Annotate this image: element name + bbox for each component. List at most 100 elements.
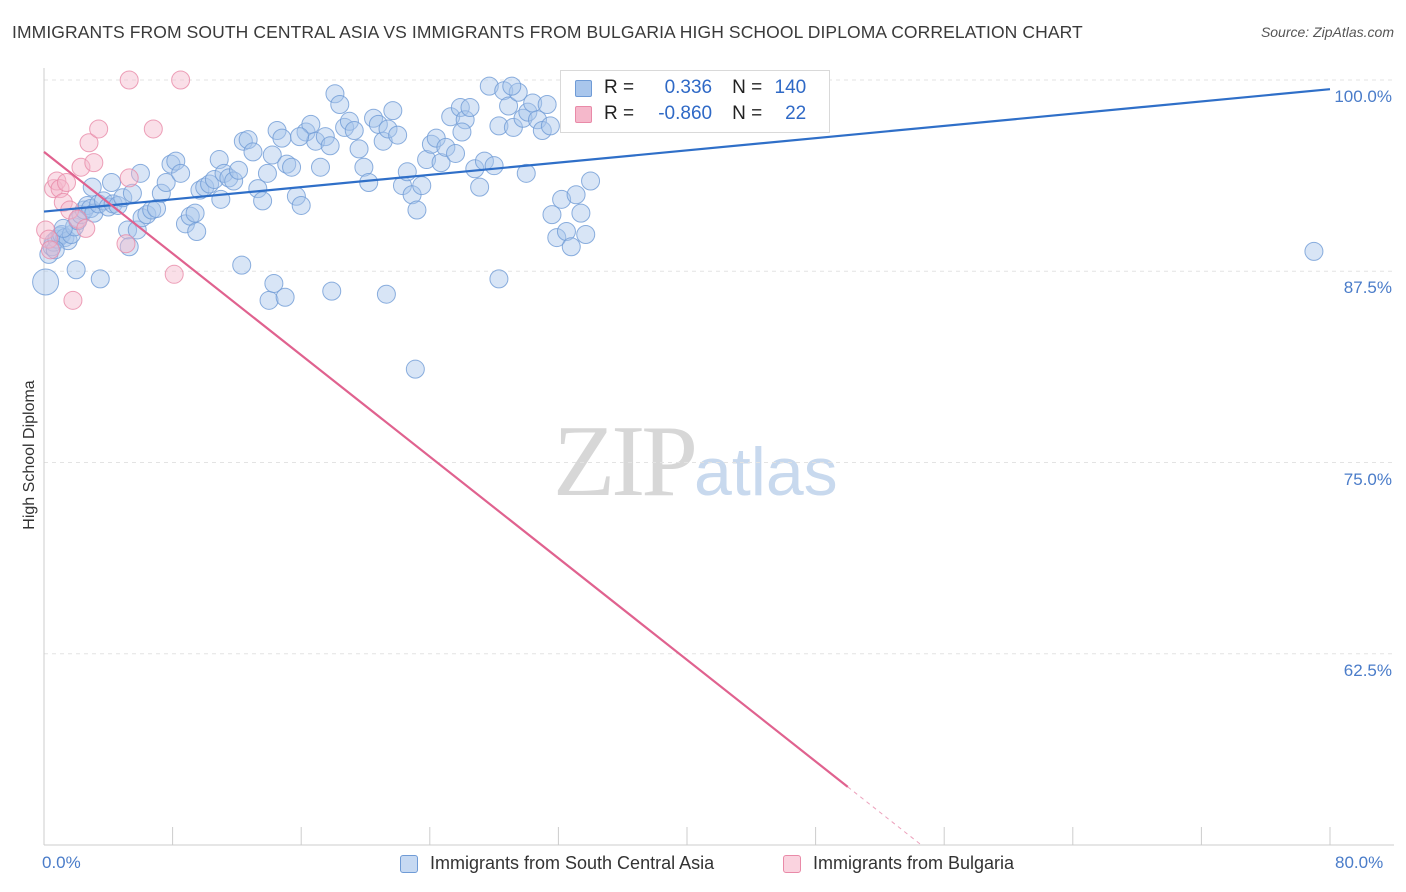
point-south-central-asia-141 xyxy=(540,116,560,136)
y-axis-label: High School Diploma xyxy=(21,380,38,530)
point-south-central-asia-100 xyxy=(489,116,509,136)
point-south-central-asia-139 xyxy=(452,122,472,142)
point-south-central-asia-51 xyxy=(253,191,273,211)
point-bulgaria-12 xyxy=(76,218,96,238)
point-south-central-asia-92 xyxy=(450,98,470,118)
point-south-central-asia-138 xyxy=(290,127,310,147)
point-bulgaria-15 xyxy=(89,119,109,139)
point-south-central-asia-46 xyxy=(229,160,249,180)
point-bulgaria-14 xyxy=(84,153,104,173)
legend-r-label: R = xyxy=(604,77,635,98)
point-south-central-asia-62 xyxy=(306,131,326,151)
legend-n-value-2: 22 xyxy=(785,103,807,124)
point-south-central-asia-59 xyxy=(291,195,311,215)
point-bulgaria-11 xyxy=(71,157,91,177)
point-bulgaria-17 xyxy=(119,168,139,188)
point-bulgaria-20 xyxy=(119,70,139,90)
point-south-central-asia-137 xyxy=(211,189,231,209)
point-south-central-asia-127 xyxy=(376,284,396,304)
point-south-central-asia-0 xyxy=(32,268,60,296)
point-south-central-asia-94 xyxy=(460,98,480,118)
legend-r-label: R = xyxy=(604,103,635,124)
point-bulgaria-2 xyxy=(40,240,60,260)
legend-r-value-1: 0.336 xyxy=(664,77,713,98)
point-south-central-asia-25 xyxy=(127,220,147,240)
point-bulgaria-7 xyxy=(57,173,77,193)
legend-swatch-blue xyxy=(400,854,418,873)
point-south-central-asia-112 xyxy=(547,228,567,248)
watermark-zip: ZIP xyxy=(553,405,698,518)
legend-row-series2: R = -0.860 N = 22 xyxy=(575,103,806,125)
point-south-central-asia-84 xyxy=(412,176,432,196)
series-legend: Immigrants from South Central Asia Immig… xyxy=(0,853,1406,877)
point-south-central-asia-121 xyxy=(90,269,110,289)
point-south-central-asia-57 xyxy=(282,157,302,177)
point-south-central-asia-102 xyxy=(499,96,519,116)
watermark-atlas: atlas xyxy=(694,434,838,510)
point-bulgaria-6 xyxy=(53,192,73,212)
point-south-central-asia-111 xyxy=(542,205,562,225)
point-south-central-asia-37 xyxy=(185,203,205,223)
point-south-central-asia-115 xyxy=(561,237,581,257)
point-south-central-asia-53 xyxy=(262,145,282,165)
point-bulgaria-18 xyxy=(143,119,163,139)
point-south-central-asia-69 xyxy=(339,111,359,131)
legend-label-bulgaria: Immigrants from Bulgaria xyxy=(813,853,1015,873)
point-bulgaria-4 xyxy=(47,171,67,191)
point-south-central-asia-123 xyxy=(259,290,279,310)
watermark: ZIPatlas xyxy=(553,403,838,520)
y-tick-label-1: 87.5% xyxy=(1343,278,1392,298)
point-south-central-asia-120 xyxy=(66,260,86,280)
point-south-central-asia-49 xyxy=(243,142,263,162)
point-south-central-asia-91 xyxy=(446,143,466,163)
point-south-central-asia-118 xyxy=(576,225,596,245)
point-south-central-asia-77 xyxy=(378,119,398,139)
point-south-central-asia-70 xyxy=(344,120,364,140)
point-south-central-asia-122 xyxy=(232,255,252,275)
point-south-central-asia-29 xyxy=(147,199,167,219)
point-south-central-asia-143 xyxy=(1304,241,1324,261)
point-south-central-asia-30 xyxy=(151,183,171,203)
legend-n-label: N = xyxy=(732,77,763,98)
point-south-central-asia-45 xyxy=(224,171,244,191)
point-south-central-asia-34 xyxy=(171,163,191,183)
legend-swatch-pink xyxy=(575,105,592,123)
point-south-central-asia-110 xyxy=(537,94,557,114)
point-south-central-asia-67 xyxy=(330,94,350,114)
point-south-central-asia-83 xyxy=(407,200,427,220)
x-tick-label-max: 80.0% xyxy=(1335,853,1384,872)
point-south-central-asia-98 xyxy=(479,76,499,96)
point-south-central-asia-88 xyxy=(431,153,451,173)
point-south-central-asia-106 xyxy=(518,102,538,122)
x-tick-label-min: 0.0% xyxy=(42,853,81,872)
point-south-central-asia-85 xyxy=(417,150,437,170)
point-bulgaria-21 xyxy=(171,70,191,90)
point-south-central-asia-24 xyxy=(122,183,142,203)
point-south-central-asia-89 xyxy=(436,137,456,157)
point-bulgaria-16 xyxy=(116,234,136,254)
point-south-central-asia-125 xyxy=(275,287,295,307)
point-south-central-asia-55 xyxy=(272,128,292,148)
legend-item-bulgaria[interactable]: Immigrants from Bulgaria xyxy=(783,853,1014,874)
point-south-central-asia-114 xyxy=(556,221,576,241)
point-south-central-asia-78 xyxy=(383,101,403,121)
point-south-central-asia-79 xyxy=(388,125,408,145)
legend-label-south-central-asia: Immigrants from South Central Asia xyxy=(430,853,715,873)
stats-legend: R = 0.336 N = 140 R = -0.860 N = 22 xyxy=(560,70,830,133)
point-bulgaria-19 xyxy=(164,264,184,284)
point-south-central-asia-132 xyxy=(82,177,102,197)
point-south-central-asia-140 xyxy=(502,76,522,96)
point-south-central-asia-71 xyxy=(349,139,369,159)
y-tick-label-2: 75.0% xyxy=(1343,469,1392,489)
point-south-central-asia-41 xyxy=(204,169,224,189)
point-south-central-asia-76 xyxy=(373,131,393,151)
legend-r-value-2: -0.860 xyxy=(658,103,713,124)
point-south-central-asia-73 xyxy=(359,173,379,193)
point-south-central-asia-66 xyxy=(325,84,345,104)
point-south-central-asia-135 xyxy=(130,163,150,183)
source-label: Source: ZipAtlas.com xyxy=(1260,24,1394,40)
legend-swatch-pink xyxy=(783,854,801,873)
legend-item-south-central-asia[interactable]: Immigrants from South Central Asia xyxy=(400,853,714,874)
trendline-bulgaria-extension xyxy=(847,786,922,846)
